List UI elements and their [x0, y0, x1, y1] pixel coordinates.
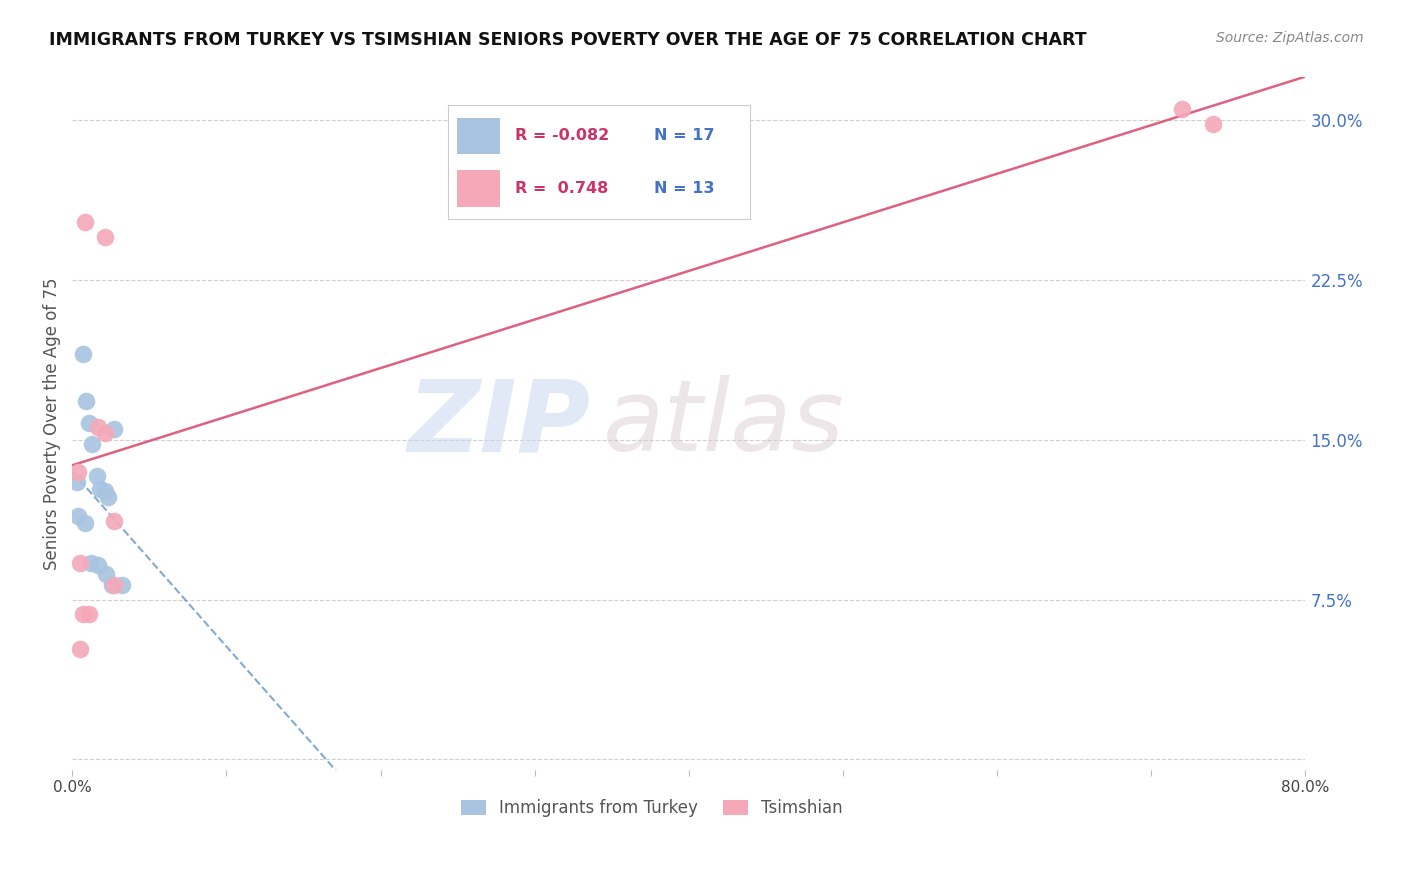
Point — [93, 230, 115, 244]
Point — [93, 426, 115, 441]
Point — [103, 514, 125, 528]
Text: Source: ZipAtlas.com: Source: ZipAtlas.com — [1216, 31, 1364, 45]
Point — [75, 394, 97, 409]
Point — [73, 516, 96, 530]
Point — [72, 607, 94, 622]
Point — [66, 475, 89, 490]
Text: atlas: atlas — [603, 376, 844, 472]
Point — [93, 483, 115, 498]
Point — [103, 422, 125, 436]
Y-axis label: Seniors Poverty Over the Age of 75: Seniors Poverty Over the Age of 75 — [44, 277, 60, 570]
Point — [87, 558, 110, 573]
Point — [87, 420, 110, 434]
Text: IMMIGRANTS FROM TURKEY VS TSIMSHIAN SENIORS POVERTY OVER THE AGE OF 75 CORRELATI: IMMIGRANTS FROM TURKEY VS TSIMSHIAN SENI… — [49, 31, 1087, 49]
Point — [80, 556, 103, 570]
Point — [69, 556, 91, 570]
Point — [101, 577, 124, 591]
Text: ZIP: ZIP — [408, 376, 591, 472]
Point — [77, 416, 100, 430]
Point — [77, 607, 100, 622]
Point — [69, 641, 91, 656]
Point — [1171, 103, 1194, 117]
Point — [73, 215, 96, 229]
Point — [89, 482, 111, 496]
Point — [110, 577, 132, 591]
Legend: Immigrants from Turkey, Tsimshian: Immigrants from Turkey, Tsimshian — [454, 793, 849, 824]
Point — [86, 469, 108, 483]
Point — [97, 490, 120, 504]
Point — [72, 347, 94, 361]
Point — [1202, 117, 1225, 131]
Point — [103, 577, 125, 591]
Point — [67, 509, 90, 524]
Point — [67, 465, 90, 479]
Point — [82, 437, 104, 451]
Point — [94, 566, 117, 581]
